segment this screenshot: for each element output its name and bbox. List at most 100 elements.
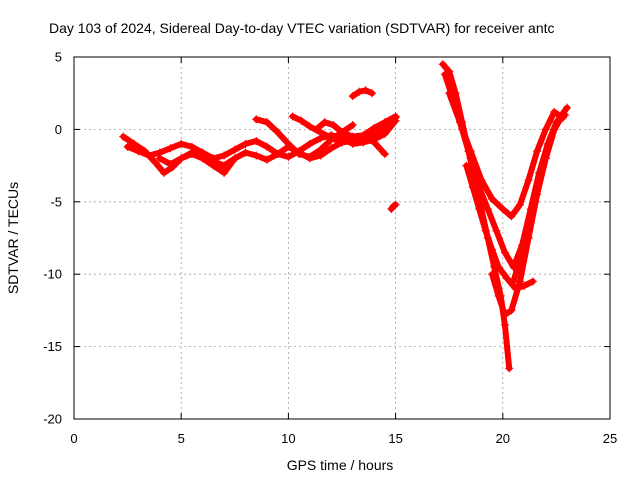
- data-point: [241, 148, 250, 157]
- data-point: [550, 108, 559, 117]
- x-tick-label: 20: [496, 431, 510, 446]
- data-point: [500, 310, 509, 319]
- data-point: [134, 147, 143, 156]
- data-point: [297, 116, 306, 125]
- data-point: [509, 277, 518, 286]
- data-point: [481, 226, 490, 235]
- data-point: [530, 197, 539, 206]
- data-point: [305, 139, 314, 148]
- data-point: [370, 123, 379, 132]
- y-tick-label: -5: [50, 194, 62, 209]
- data-point: [155, 154, 164, 163]
- data-point: [295, 150, 304, 159]
- data-point: [305, 122, 314, 131]
- data-point: [455, 118, 464, 127]
- x-tick-label: 15: [388, 431, 402, 446]
- data-point: [166, 144, 175, 153]
- data-point: [563, 103, 572, 112]
- data-point: [327, 144, 336, 153]
- data-point: [284, 139, 293, 148]
- data-point: [119, 132, 128, 141]
- data-point: [151, 158, 160, 167]
- data-point: [507, 212, 516, 221]
- data-point: [507, 306, 516, 315]
- series-trace: [289, 113, 388, 157]
- data-point: [361, 86, 370, 95]
- data-point: [288, 112, 297, 121]
- data-point: [483, 205, 492, 214]
- y-tick-label: -10: [43, 267, 62, 282]
- data-point: [145, 151, 154, 160]
- data-point: [273, 150, 282, 159]
- data-point: [391, 200, 400, 209]
- data-point: [273, 128, 282, 137]
- series-track-g: [348, 86, 377, 101]
- series-trace: [510, 104, 571, 285]
- series-track-h: [387, 200, 400, 214]
- data-point: [494, 262, 503, 271]
- data-point: [316, 145, 325, 154]
- data-point: [166, 160, 175, 169]
- data-point: [477, 176, 486, 185]
- x-tick-label: 5: [178, 431, 185, 446]
- data-point: [262, 118, 271, 127]
- data-point: [359, 131, 368, 140]
- series-trace: [441, 71, 568, 270]
- data-point: [312, 125, 321, 134]
- data-point: [327, 134, 336, 143]
- data-point: [440, 70, 449, 79]
- data-point: [329, 121, 338, 130]
- data-point: [445, 89, 454, 98]
- chart-title: Day 103 of 2024, Sidereal Day-to-day VTE…: [49, 20, 555, 36]
- data-point: [368, 89, 377, 98]
- data-point: [262, 155, 271, 164]
- y-axis-label: SDTVAR / TECUs: [5, 182, 21, 294]
- data-point: [348, 132, 357, 141]
- y-tick-label: -20: [43, 412, 62, 427]
- data-point: [438, 60, 447, 69]
- data-point: [338, 138, 346, 147]
- data-point: [515, 200, 524, 209]
- axis-ticks: 0 5 10 15 20 25 -20 -15 -10 -5 0 5: [43, 50, 617, 447]
- data-point: [468, 183, 477, 192]
- series-track-n: [509, 103, 572, 286]
- data-point: [230, 154, 239, 163]
- data-point: [380, 118, 389, 127]
- series-track-e: [288, 112, 389, 159]
- x-tick-label: 10: [281, 431, 295, 446]
- series-trace: [349, 87, 375, 100]
- x-tick-label: 25: [603, 431, 617, 446]
- data-point: [338, 128, 346, 137]
- data-point: [524, 176, 533, 185]
- series-trace: [253, 116, 356, 160]
- data-point: [262, 142, 271, 151]
- plot-frame: [73, 56, 611, 420]
- data-point: [123, 142, 132, 151]
- data-point: [209, 157, 218, 166]
- data-point: [528, 277, 537, 286]
- y-tick-label: 5: [55, 50, 62, 65]
- data-point: [220, 151, 229, 160]
- data-point: [503, 274, 512, 283]
- data-point: [252, 115, 261, 124]
- data-point: [494, 291, 503, 300]
- data-point: [488, 194, 497, 203]
- data-point: [370, 138, 379, 147]
- data-point: [348, 92, 357, 101]
- data-point: [187, 148, 196, 157]
- data-point: [498, 205, 507, 214]
- data-point: [466, 147, 475, 156]
- data-point: [348, 121, 357, 130]
- data-point: [500, 248, 509, 257]
- data-point: [284, 152, 293, 161]
- data-points: [119, 60, 572, 373]
- data-point: [252, 136, 261, 145]
- x-tick-label: 0: [70, 431, 77, 446]
- data-point: [220, 161, 229, 170]
- data-point: [177, 154, 186, 163]
- data-point: [520, 241, 529, 250]
- data-point: [355, 87, 364, 96]
- data-point: [492, 226, 501, 235]
- x-axis-label: GPS time / hours: [287, 457, 394, 473]
